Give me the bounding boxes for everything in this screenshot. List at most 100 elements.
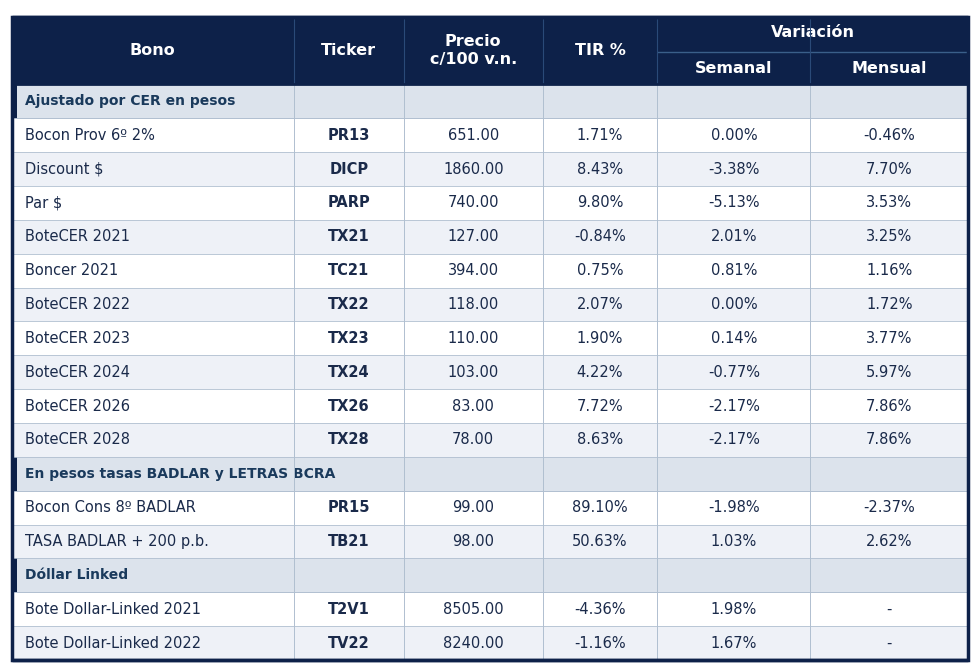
Text: PARP: PARP: [327, 196, 370, 210]
Text: 1.90%: 1.90%: [577, 331, 623, 346]
Text: 7.72%: 7.72%: [576, 399, 623, 413]
Text: 7.86%: 7.86%: [866, 399, 912, 413]
Text: 1.67%: 1.67%: [710, 635, 758, 651]
Text: -0.46%: -0.46%: [863, 128, 915, 143]
Text: 89.10%: 89.10%: [572, 500, 628, 515]
Bar: [12, 626, 968, 660]
Text: 0.00%: 0.00%: [710, 128, 758, 143]
Text: TX26: TX26: [328, 399, 369, 413]
Text: 4.22%: 4.22%: [577, 365, 623, 379]
Text: 1.03%: 1.03%: [710, 534, 757, 549]
Bar: [12, 287, 968, 321]
Text: -: -: [887, 635, 892, 651]
Text: Boncer 2021: Boncer 2021: [24, 263, 118, 278]
Text: Bote Dollar-Linked 2021: Bote Dollar-Linked 2021: [24, 602, 201, 617]
Text: TASA BADLAR + 200 p.b.: TASA BADLAR + 200 p.b.: [24, 534, 209, 549]
Bar: [12, 524, 968, 558]
Text: 103.00: 103.00: [448, 365, 499, 379]
Text: 7.70%: 7.70%: [866, 162, 912, 176]
Text: 50.63%: 50.63%: [572, 534, 628, 549]
Text: 127.00: 127.00: [448, 229, 499, 244]
Text: -: -: [887, 602, 892, 617]
Text: Mensual: Mensual: [852, 61, 927, 75]
Text: BoteCER 2023: BoteCER 2023: [24, 331, 129, 346]
Text: Dóllar Linked: Dóllar Linked: [25, 568, 128, 582]
Text: -3.38%: -3.38%: [709, 162, 760, 176]
Bar: [12, 558, 17, 593]
Bar: [12, 558, 968, 593]
Bar: [12, 491, 968, 524]
Text: -0.77%: -0.77%: [708, 365, 760, 379]
Text: En pesos tasas BADLAR y LETRAS BCRA: En pesos tasas BADLAR y LETRAS BCRA: [25, 467, 336, 481]
Text: BoteCER 2024: BoteCER 2024: [24, 365, 129, 379]
Text: Ajustado por CER en pesos: Ajustado por CER en pesos: [25, 94, 236, 108]
Bar: [12, 457, 17, 491]
Text: TB21: TB21: [328, 534, 369, 549]
Text: DICP: DICP: [329, 162, 368, 176]
Text: -2.17%: -2.17%: [708, 432, 760, 448]
Text: -1.16%: -1.16%: [574, 635, 626, 651]
Text: 9.80%: 9.80%: [577, 196, 623, 210]
Text: 8505.00: 8505.00: [443, 602, 504, 617]
Text: BoteCER 2021: BoteCER 2021: [24, 229, 129, 244]
Bar: [12, 17, 968, 84]
Bar: [12, 220, 968, 254]
Text: 0.81%: 0.81%: [710, 263, 758, 278]
Text: TIR %: TIR %: [574, 43, 625, 58]
Bar: [12, 254, 968, 287]
Bar: [12, 457, 968, 491]
Text: BoteCER 2028: BoteCER 2028: [24, 432, 129, 448]
Bar: [12, 152, 968, 186]
Text: 3.25%: 3.25%: [866, 229, 912, 244]
Text: Semanal: Semanal: [695, 61, 772, 75]
Text: PR13: PR13: [327, 128, 370, 143]
Text: Precio
c/100 v.n.: Precio c/100 v.n.: [429, 34, 516, 67]
Text: -5.13%: -5.13%: [709, 196, 760, 210]
Text: Ticker: Ticker: [321, 43, 376, 58]
Text: TX22: TX22: [328, 297, 369, 312]
Text: 8240.00: 8240.00: [443, 635, 504, 651]
Text: -4.36%: -4.36%: [574, 602, 626, 617]
Text: 0.00%: 0.00%: [710, 297, 758, 312]
Text: 118.00: 118.00: [448, 297, 499, 312]
Text: 740.00: 740.00: [448, 196, 499, 210]
Bar: [12, 321, 968, 355]
Text: Bocon Cons 8º BADLAR: Bocon Cons 8º BADLAR: [24, 500, 195, 515]
Text: BoteCER 2022: BoteCER 2022: [24, 297, 129, 312]
Text: TC21: TC21: [328, 263, 369, 278]
Bar: [12, 118, 968, 152]
Text: 394.00: 394.00: [448, 263, 499, 278]
Bar: [12, 593, 968, 626]
Bar: [12, 423, 968, 457]
Text: BoteCER 2026: BoteCER 2026: [24, 399, 129, 413]
Text: PR15: PR15: [327, 500, 370, 515]
Bar: [12, 84, 17, 118]
Text: 8.43%: 8.43%: [577, 162, 623, 176]
Text: 7.86%: 7.86%: [866, 432, 912, 448]
Text: 5.97%: 5.97%: [866, 365, 912, 379]
Text: 2.07%: 2.07%: [576, 297, 623, 312]
Text: 1860.00: 1860.00: [443, 162, 504, 176]
Text: 3.77%: 3.77%: [866, 331, 912, 346]
Text: Discount $: Discount $: [24, 162, 103, 176]
Text: 83.00: 83.00: [453, 399, 494, 413]
Text: TV22: TV22: [328, 635, 369, 651]
Text: 98.00: 98.00: [452, 534, 494, 549]
Bar: [12, 389, 968, 423]
Text: -0.84%: -0.84%: [574, 229, 626, 244]
Text: 2.62%: 2.62%: [866, 534, 912, 549]
Text: 1.71%: 1.71%: [577, 128, 623, 143]
Text: Bono: Bono: [130, 43, 175, 58]
Text: TX23: TX23: [328, 331, 369, 346]
Text: 0.14%: 0.14%: [710, 331, 758, 346]
Text: 8.63%: 8.63%: [577, 432, 623, 448]
Text: 1.98%: 1.98%: [710, 602, 757, 617]
Text: TX21: TX21: [328, 229, 369, 244]
Text: -2.37%: -2.37%: [863, 500, 915, 515]
Text: -1.98%: -1.98%: [709, 500, 760, 515]
Text: TX24: TX24: [328, 365, 369, 379]
Text: 110.00: 110.00: [448, 331, 499, 346]
Text: 1.72%: 1.72%: [866, 297, 912, 312]
Text: 3.53%: 3.53%: [866, 196, 912, 210]
Text: Par $: Par $: [24, 196, 62, 210]
